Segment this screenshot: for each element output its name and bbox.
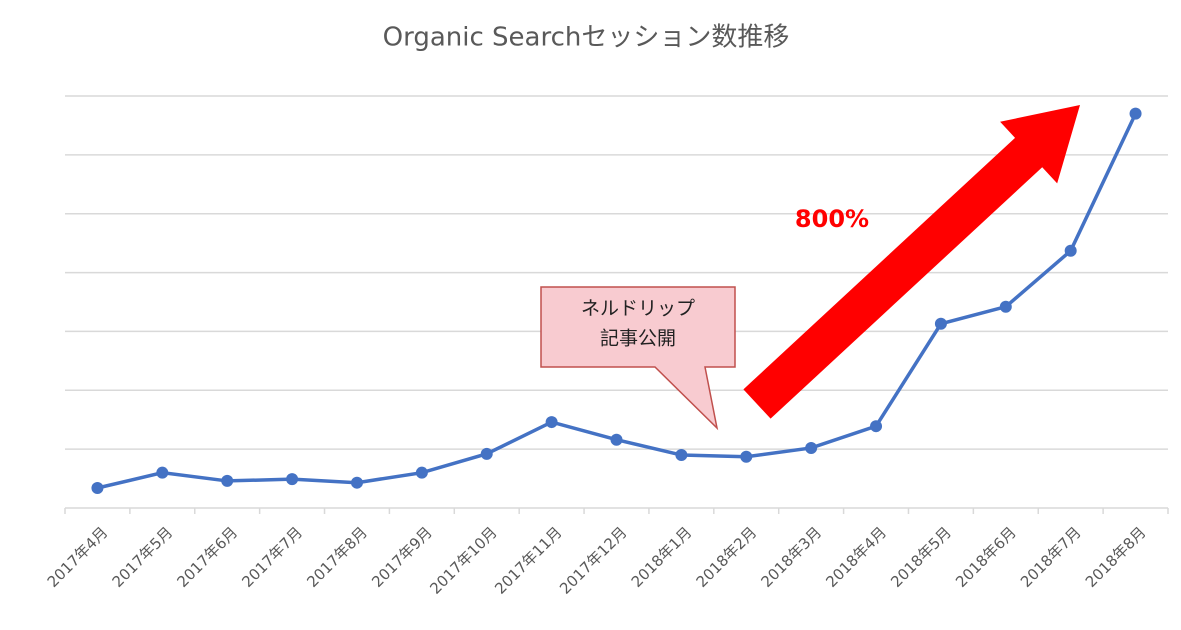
x-tick-label: 2017年5月 xyxy=(109,523,177,591)
point xyxy=(221,474,234,487)
x-tick-label: 2018年4月 xyxy=(822,523,890,591)
point xyxy=(934,317,947,330)
x-tick-label: 2017年8月 xyxy=(303,523,371,591)
point xyxy=(1064,244,1077,257)
callout-box xyxy=(540,286,736,431)
x-tick-label: 2017年12月 xyxy=(556,523,630,597)
x-tick-label: 2017年4月 xyxy=(44,523,112,591)
x-tick-label: 2017年11月 xyxy=(491,523,565,597)
callout-text: 記事公開 xyxy=(600,328,676,350)
growth-arrow xyxy=(743,105,1080,419)
point xyxy=(350,476,363,489)
point xyxy=(1129,107,1142,120)
x-tick-label: 2018年2月 xyxy=(693,523,761,591)
point xyxy=(610,433,623,446)
point xyxy=(415,466,428,479)
point xyxy=(91,481,104,494)
x-tick-label: 2018年6月 xyxy=(952,523,1020,591)
point xyxy=(156,466,169,479)
point xyxy=(675,449,688,462)
x-tick-label: 2018年7月 xyxy=(1017,523,1085,591)
x-tick-label: 2017年6月 xyxy=(174,523,242,591)
x-tick-label: 2017年9月 xyxy=(368,523,436,591)
x-tick-label: 2017年7月 xyxy=(238,523,306,591)
point xyxy=(480,447,493,460)
x-tick-label: 2017年10月 xyxy=(426,523,500,597)
annotation-text: 800% xyxy=(795,205,869,233)
chart-title: Organic Searchセッション数推移 xyxy=(383,23,790,53)
point xyxy=(545,416,558,429)
x-tick-label: 2018年5月 xyxy=(887,523,955,591)
callout-text: ネルドリップ xyxy=(581,298,695,320)
arrow-shape xyxy=(743,105,1080,419)
x-tick-label: 2018年8月 xyxy=(1082,523,1150,591)
point xyxy=(740,450,753,463)
x-tick-label: 2018年3月 xyxy=(757,523,825,591)
point xyxy=(805,441,818,454)
x-tick-label: 2018年1月 xyxy=(628,523,696,591)
callout: ネルドリップ 記事公開 xyxy=(540,286,736,431)
point xyxy=(870,420,883,433)
point xyxy=(286,473,299,486)
point xyxy=(999,300,1012,313)
